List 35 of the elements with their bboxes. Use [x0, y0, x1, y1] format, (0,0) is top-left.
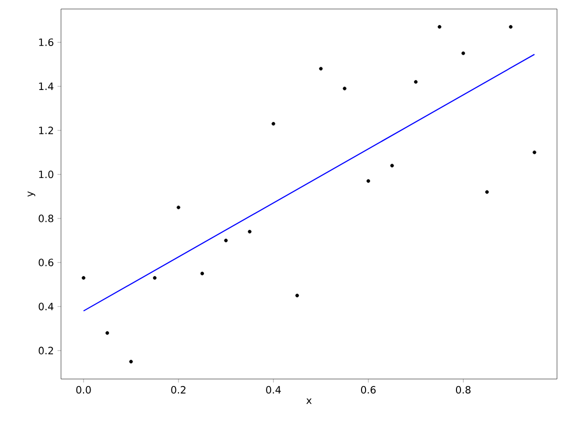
- point: [129, 360, 133, 364]
- point: [414, 80, 418, 84]
- y-axis-title: y: [28, 191, 36, 197]
- point: [200, 272, 204, 276]
- x-axis-title: x: [306, 398, 312, 404]
- y-tick-label: 0.6: [38, 258, 54, 266]
- point: [508, 25, 513, 29]
- x-tick-label: 0.0: [76, 386, 91, 394]
- y-tick-label: 1.4: [39, 82, 54, 90]
- point: [485, 190, 489, 194]
- point: [176, 206, 180, 210]
- point: [295, 294, 299, 298]
- point: [152, 276, 157, 280]
- point: [532, 150, 536, 154]
- x-tick-label: 0.4: [266, 386, 281, 394]
- x-tick-label: 0.8: [456, 386, 471, 394]
- point: [390, 164, 394, 168]
- point: [105, 331, 110, 335]
- y-tick-label: 1.0: [39, 170, 54, 178]
- point: [438, 25, 442, 29]
- x-tick-label: 0.6: [361, 386, 376, 394]
- y-tick-label: 0.8: [38, 214, 54, 222]
- y-tick-label: 0.4: [38, 302, 54, 310]
- point: [82, 276, 86, 280]
- point: [224, 238, 228, 242]
- point: [366, 179, 370, 183]
- point: [319, 66, 323, 70]
- y-tick-label: 1.2: [39, 126, 53, 134]
- y-tick-label: 0.2: [38, 346, 53, 354]
- y-tick-label: 1.6: [39, 38, 54, 46]
- x-tick-label: 0.2: [171, 386, 186, 394]
- point: [342, 86, 346, 90]
- point: [272, 122, 276, 126]
- point: [248, 230, 252, 234]
- point: [461, 51, 466, 56]
